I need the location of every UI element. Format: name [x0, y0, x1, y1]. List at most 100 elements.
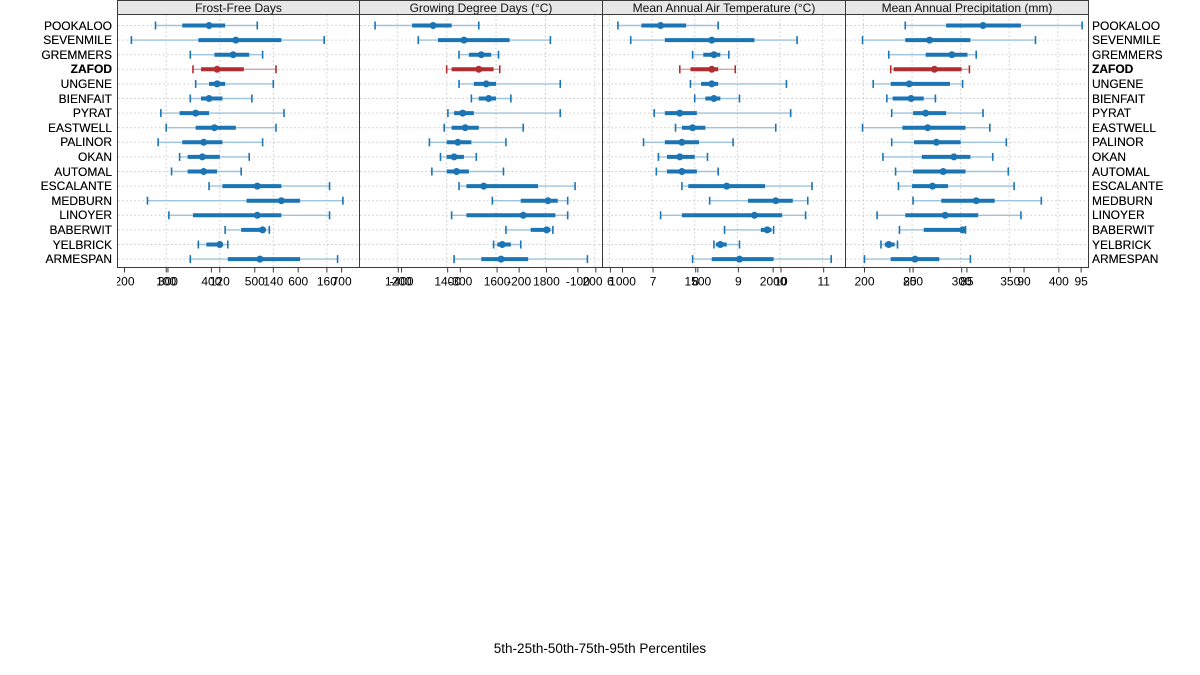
site-label-baberwit: BABERWIT	[49, 222, 112, 237]
svg-text:95: 95	[1074, 275, 1088, 289]
site-label-automal: AUTOMAL	[1092, 164, 1150, 179]
x-axis-design-freeze-index-c: 200 300 400 500 600 700	[117, 268, 360, 294]
site-label-ungene: UNGENE	[1092, 76, 1144, 91]
svg-text:1400: 1400	[434, 275, 461, 289]
panel-plot-area	[117, 15, 360, 268]
site-label-sevenmile: SEVENMILE	[43, 33, 112, 48]
site-label-eastwell: EASTWELL	[47, 120, 112, 135]
site-label-linoyer: LINOYER	[59, 208, 112, 223]
svg-text:11: 11	[817, 275, 830, 289]
x-axis-mean-annual-air-temperature-c: 6 7 8 9 10 11	[603, 268, 846, 294]
site-label-armespan: ARMESPAN	[1092, 252, 1159, 267]
svg-text:8: 8	[692, 275, 699, 289]
site-label-yelbrick: YELBRICK	[1092, 237, 1152, 252]
x-axis-frost-free-days: 100 120 140 160	[117, 268, 360, 294]
site-label-zafod: ZAFOD	[1092, 62, 1134, 77]
site-label-sevenmile: SEVENMILE	[1092, 33, 1161, 48]
svg-text:300: 300	[952, 275, 972, 289]
svg-text:1600: 1600	[484, 275, 511, 289]
site-label-palinor: PALINOR	[1092, 135, 1144, 150]
x-axis-mean-annual-precipitation-mm: 200 250 300 350 400	[846, 268, 1089, 294]
site-label-linoyer: LINOYER	[59, 208, 112, 223]
site-label-palinor: PALINOR	[60, 135, 112, 150]
x-axis-growing-degree-days-c: 1200 1400 1600 1800 2000	[360, 268, 603, 294]
site-label-bienfait: BIENFAIT	[1092, 91, 1146, 106]
site-label-linoyer: LINOYER	[1092, 208, 1145, 223]
site-label-ungene: UNGENE	[1092, 76, 1144, 91]
labels-right-row1: POOKALOO SEVENMILE GREMMERS ZAFOD UNGENE BIEN…	[1092, 0, 1200, 294]
site-label-bienfait: BIENFAIT	[58, 91, 112, 106]
labels-left-row1: POOKALOO SEVENMILE GREMMERS ZAFOD UNGENE BIEN…	[0, 0, 112, 294]
site-label-armespan: ARMESPAN	[1092, 252, 1159, 267]
panel-mean-annual-air-temperature-c: Mean Annual Air Temperature (°C) 6 7 8 9 10 11	[603, 0, 846, 294]
panel-mean-annual-precipitation-mm: Mean Annual Precipitation (mm) 200 250 300 3…	[846, 0, 1089, 294]
site-label-pyrat: PYRAT	[72, 106, 112, 121]
site-label-medburn: MEDBURN	[51, 193, 112, 208]
svg-text:400: 400	[1049, 275, 1069, 289]
site-label-pookaloo: POOKALOO	[1092, 18, 1161, 33]
site-label-medburn: MEDBURN	[1092, 193, 1153, 208]
x-axis-fraction-of-annual-ppt-as-rain: 80 85 90 95	[846, 268, 1089, 294]
svg-text:-100: -100	[566, 275, 590, 289]
svg-text:10: 10	[774, 275, 788, 289]
panel-plot-area	[360, 15, 603, 268]
svg-text:300: 300	[158, 275, 178, 289]
svg-text:80: 80	[903, 275, 917, 289]
svg-text:6: 6	[607, 275, 614, 289]
site-label-okan: OKAN	[1092, 149, 1127, 164]
svg-text:90: 90	[1017, 275, 1031, 289]
svg-text:600: 600	[288, 275, 308, 289]
panel-plot-area	[603, 15, 846, 268]
site-label-medburn: MEDBURN	[1092, 193, 1153, 208]
svg-text:-400: -400	[390, 275, 414, 289]
svg-text:9: 9	[735, 275, 742, 289]
site-label-gremmers: GREMMERS	[41, 47, 112, 62]
svg-text:-300: -300	[448, 275, 472, 289]
panel-strip-mean-annual-precipitation-mm: Mean Annual Precipitation (mm)	[846, 0, 1089, 15]
svg-text:140: 140	[263, 275, 283, 289]
svg-text:1000: 1000	[609, 275, 636, 289]
panel-growing-degree-days-c: Growing Degree Days (°C) 1200 1400 1600 1800…	[360, 0, 603, 294]
site-label-baberwit: BABERWIT	[1092, 222, 1155, 237]
labels-right-row0: POOKALOO SEVENMILE GREMMERS ZAFOD UNGENE BIEN…	[1092, 0, 1200, 294]
site-label-gremmers: GREMMERS	[1092, 47, 1163, 62]
panel-frost-free-days: Frost-Free Days 100 120 140 160	[117, 0, 360, 294]
panel-row-bottom: POOKALOO SEVENMILE GREMMERS ZAFOD UNGENE BIEN…	[0, 0, 1200, 294]
svg-text:2000: 2000	[582, 275, 603, 289]
site-label-baberwit: BABERWIT	[1092, 222, 1155, 237]
chart-caption: 5th-25th-50th-75th-95th Percentiles	[493, 641, 707, 656]
svg-text:-200: -200	[507, 275, 531, 289]
site-label-okan: OKAN	[77, 149, 112, 164]
site-label-zafod: ZAFOD	[70, 62, 112, 77]
svg-text:250: 250	[903, 275, 923, 289]
site-label-yelbrick: YELBRICK	[52, 237, 112, 252]
svg-text:1200: 1200	[385, 275, 412, 289]
site-label-ungene: UNGENE	[60, 76, 112, 91]
svg-text:500: 500	[245, 275, 265, 289]
svg-text:7: 7	[650, 275, 657, 289]
site-label-pyrat: PYRAT	[72, 106, 112, 121]
svg-text:1800: 1800	[533, 275, 560, 289]
site-label-pookaloo: POOKALOO	[43, 18, 112, 33]
site-label-gremmers: GREMMERS	[41, 47, 112, 62]
site-label-armespan: ARMESPAN	[45, 252, 112, 267]
site-label-eastwell: EASTWELL	[1092, 120, 1157, 135]
site-label-escalante: ESCALANTE	[1092, 179, 1164, 194]
svg-text:100: 100	[156, 275, 176, 289]
site-label-sevenmile: SEVENMILE	[1092, 33, 1161, 48]
site-label-armespan: ARMESPAN	[45, 252, 112, 267]
site-label-gremmers: GREMMERS	[1092, 47, 1163, 62]
site-label-sevenmile: SEVENMILE	[43, 33, 112, 48]
site-label-palinor: PALINOR	[60, 135, 112, 150]
site-label-pyrat: PYRAT	[1092, 106, 1132, 121]
site-label-zafod: ZAFOD	[70, 62, 112, 77]
site-label-linoyer: LINOYER	[1092, 208, 1145, 223]
svg-text:2000: 2000	[760, 275, 787, 289]
svg-text:120: 120	[210, 275, 230, 289]
site-label-pyrat: PYRAT	[1092, 106, 1132, 121]
site-label-escalante: ESCALANTE	[40, 179, 112, 194]
site-label-eastwell: EASTWELL	[47, 120, 112, 135]
panel-plot-area	[846, 15, 1089, 268]
x-axis-elevation-m: 1000 1500 2000	[603, 268, 846, 294]
